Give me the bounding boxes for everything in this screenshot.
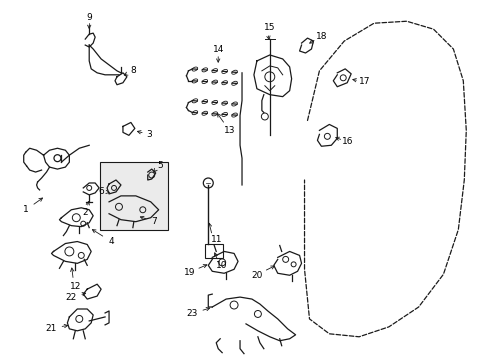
Text: 23: 23 [186, 310, 198, 319]
Text: 12: 12 [69, 282, 81, 291]
Text: 15: 15 [264, 23, 275, 32]
Text: 11: 11 [210, 235, 222, 244]
Text: 21: 21 [46, 324, 57, 333]
Text: 1: 1 [23, 205, 28, 214]
Text: 13: 13 [224, 126, 235, 135]
Text: 4: 4 [108, 237, 114, 246]
Text: 7: 7 [150, 217, 156, 226]
Text: 6: 6 [98, 188, 104, 197]
Text: 3: 3 [145, 130, 151, 139]
Text: 16: 16 [342, 137, 353, 146]
Bar [100, 162, 167, 230]
Text: 22: 22 [65, 293, 77, 302]
Text: 18: 18 [315, 32, 326, 41]
Text: 2: 2 [82, 208, 88, 217]
Text: 10: 10 [216, 261, 227, 270]
Text: 8: 8 [130, 66, 136, 75]
Text: 9: 9 [86, 13, 92, 22]
Bar [205, 244, 223, 258]
Text: 19: 19 [183, 268, 195, 277]
Text: 20: 20 [251, 271, 262, 280]
Text: 17: 17 [359, 77, 370, 86]
Text: 5: 5 [158, 161, 163, 170]
Text: 14: 14 [212, 45, 224, 54]
